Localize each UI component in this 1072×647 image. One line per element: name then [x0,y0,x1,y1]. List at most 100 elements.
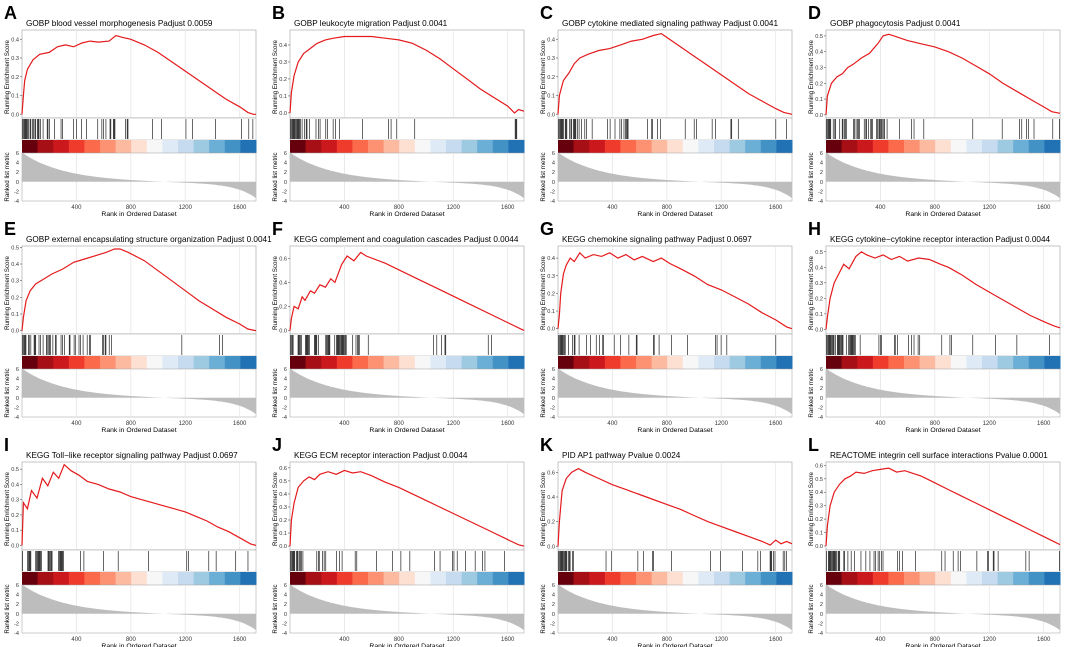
heat-segment [857,140,874,153]
panel-g: G KEGG chemokine signaling pathway Padjus… [540,219,793,434]
metric-ytick-label: 4 [284,593,287,599]
es-ytick-label: 0.0 [11,329,19,335]
metric-ytick-label: -4 [282,199,287,205]
heat-segment [966,356,983,369]
heat-segment [982,140,999,153]
heat-segment [636,356,653,369]
heat-segment [935,572,952,585]
hit-frame [557,333,793,357]
panel-a: A GOBP blood vessel morphogenesis Padjust… [4,3,257,218]
es-plot-frame [557,461,793,551]
heat-segment [336,356,353,369]
heat-segment [492,140,509,153]
heat-segment [620,356,637,369]
heat-segment [714,572,731,585]
es-ytick-label: 0.0 [279,328,287,334]
panel-title: GOBP phagocytosis Padjust 0.0041 [830,19,961,28]
es-ytick-label: 0.5 [815,477,823,483]
heat-segment [146,140,163,153]
heat-segment [446,356,463,369]
heat-segment [919,356,936,369]
metric-ylabel: Ranked list metric [540,584,547,633]
heat-segment [935,140,952,153]
es-ytick-label: 0.3 [11,498,19,504]
heat-segment [224,572,241,585]
hit-frame [21,549,257,573]
xtick-label: 400 [339,205,350,211]
es-ytick-label: 0.4 [547,37,555,43]
metric-ytick-label: 6 [820,583,823,589]
es-ytick-label: 0.4 [11,37,19,43]
heat-segment [558,572,575,585]
metric-ytick-label: 6 [16,583,19,589]
metric-ytick-label: 0 [820,180,823,186]
heat-segment [698,572,715,585]
heat-segment [290,572,307,585]
heat-segment [950,356,967,369]
metric-ytick-label: 2 [16,386,19,392]
heat-segment [776,572,793,585]
heat-segment [558,140,575,153]
metric-ytick-label: 6 [820,367,823,373]
xtick-label: 800 [394,421,405,427]
xlabel: Rank in Ordered Dataset [637,643,712,647]
panel-letter: B [272,3,285,23]
heat-segment [352,140,369,153]
hit-lines [21,117,257,141]
hit-frame [21,117,257,141]
es-plot-frame [289,245,525,335]
metric-ytick-label: -2 [14,621,19,627]
es-ytick-label: 0.4 [547,256,555,262]
panel-b: B GOBP leukocyte migration Padjust 0.0041… [272,3,525,218]
metric-ytick-label: -4 [550,415,555,421]
heat-segment [604,356,621,369]
metric-ylabel: Ranked list metric [540,152,547,201]
heat-segment [589,572,606,585]
heat-segment [115,572,132,585]
xlabel: Rank in Ordered Dataset [369,211,444,218]
heat-segment [982,356,999,369]
heat-segment [1028,572,1045,585]
hit-lines [825,549,1061,573]
heat-segment [1013,356,1030,369]
es-plot-frame [289,461,525,551]
metric-ytick-label: 4 [284,377,287,383]
heat-segment [997,572,1014,585]
heat-segment [573,572,590,585]
xtick-label: 400 [875,205,886,211]
metric-ylabel: Ranked list metric [808,584,815,633]
metric-ytick-label: 2 [820,386,823,392]
heat-segment [604,572,621,585]
heat-segment [336,572,353,585]
heat-segment [321,356,338,369]
panel-title: GOBP blood vessel morphogenesis Padjust … [26,19,213,28]
xtick-label: 800 [394,637,405,643]
metric-ylabel: Ranked list metric [272,368,279,417]
heat-segment [399,140,416,153]
es-curve [21,34,256,115]
heat-segment [84,356,101,369]
heat-segment [935,356,952,369]
metric-ytick-label: 2 [552,170,555,176]
xtick-label: 800 [930,421,941,427]
heat-segment [321,140,338,153]
hit-frame [21,333,257,357]
hit-frame [557,117,793,141]
ranked-metric-area [290,584,524,631]
heat-segment [305,572,322,585]
ranked-metric-area [558,152,792,199]
es-ytick-label: 0.3 [279,505,287,511]
xtick-label: 1200 [983,421,997,427]
es-ytick-label: 0.1 [815,531,823,537]
heat-segment [492,356,509,369]
xtick-label: 400 [71,421,82,427]
heat-segment [872,140,889,153]
heat-segment [430,140,447,153]
heat-segment [146,572,163,585]
es-ytick-label: 0.1 [815,312,823,318]
panel-c: C GOBP cytokine mediated signaling pathwa… [540,3,793,218]
heat-segment [414,140,431,153]
heat-segment [508,572,525,585]
heat-segment [430,572,447,585]
es-plot-frame [21,29,257,119]
